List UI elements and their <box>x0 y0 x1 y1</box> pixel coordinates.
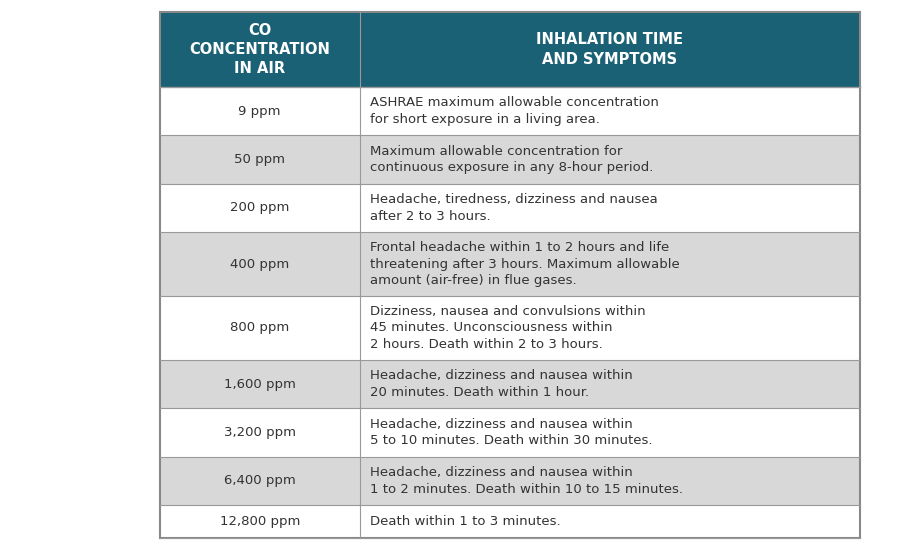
Text: Maximum allowable concentration for
continuous exposure in any 8-hour period.: Maximum allowable concentration for cont… <box>370 145 652 174</box>
Bar <box>359 296 860 360</box>
Text: Frontal headache within 1 to 2 hours and life
threatening after 3 hours. Maximum: Frontal headache within 1 to 2 hours and… <box>370 241 680 287</box>
Text: 1,600 ppm: 1,600 ppm <box>224 377 296 390</box>
Bar <box>160 87 359 135</box>
Bar <box>359 12 860 87</box>
Text: INHALATION TIME
AND SYMPTOMS: INHALATION TIME AND SYMPTOMS <box>536 32 683 67</box>
Bar <box>160 12 860 538</box>
Bar <box>359 184 860 232</box>
Text: 50 ppm: 50 ppm <box>234 153 285 166</box>
Bar <box>160 456 359 505</box>
Bar <box>160 12 359 87</box>
Text: 400 ppm: 400 ppm <box>230 257 290 271</box>
Bar <box>359 87 860 135</box>
Bar <box>160 184 359 232</box>
Text: 200 ppm: 200 ppm <box>230 201 290 214</box>
Bar <box>359 456 860 505</box>
Text: 3,200 ppm: 3,200 ppm <box>224 426 296 439</box>
Bar <box>160 408 359 456</box>
Bar <box>359 232 860 296</box>
Text: Headache, dizziness and nausea within
5 to 10 minutes. Death within 30 minutes.: Headache, dizziness and nausea within 5 … <box>370 417 652 447</box>
Text: Headache, tiredness, dizziness and nausea
after 2 to 3 hours.: Headache, tiredness, dizziness and nause… <box>370 193 657 223</box>
Text: Headache, dizziness and nausea within
20 minutes. Death within 1 hour.: Headache, dizziness and nausea within 20… <box>370 369 632 399</box>
Text: 12,800 ppm: 12,800 ppm <box>220 515 300 528</box>
Text: ASHRAE maximum allowable concentration
for short exposure in a living area.: ASHRAE maximum allowable concentration f… <box>370 96 659 126</box>
Text: 9 ppm: 9 ppm <box>238 104 281 118</box>
Text: 800 ppm: 800 ppm <box>230 321 290 334</box>
Bar <box>359 360 860 408</box>
Bar <box>160 135 359 184</box>
Bar <box>160 360 359 408</box>
Text: Dizziness, nausea and convulsions within
45 minutes. Unconsciousness within
2 ho: Dizziness, nausea and convulsions within… <box>370 305 645 351</box>
Bar <box>359 135 860 184</box>
Text: CO
CONCENTRATION
IN AIR: CO CONCENTRATION IN AIR <box>189 23 330 76</box>
Bar <box>359 408 860 456</box>
Bar <box>160 296 359 360</box>
Text: 6,400 ppm: 6,400 ppm <box>224 474 295 487</box>
Bar <box>160 232 359 296</box>
Bar <box>359 505 860 538</box>
Text: Headache, dizziness and nausea within
1 to 2 minutes. Death within 10 to 15 minu: Headache, dizziness and nausea within 1 … <box>370 466 682 496</box>
Text: Death within 1 to 3 minutes.: Death within 1 to 3 minutes. <box>370 515 560 528</box>
Bar <box>160 505 359 538</box>
